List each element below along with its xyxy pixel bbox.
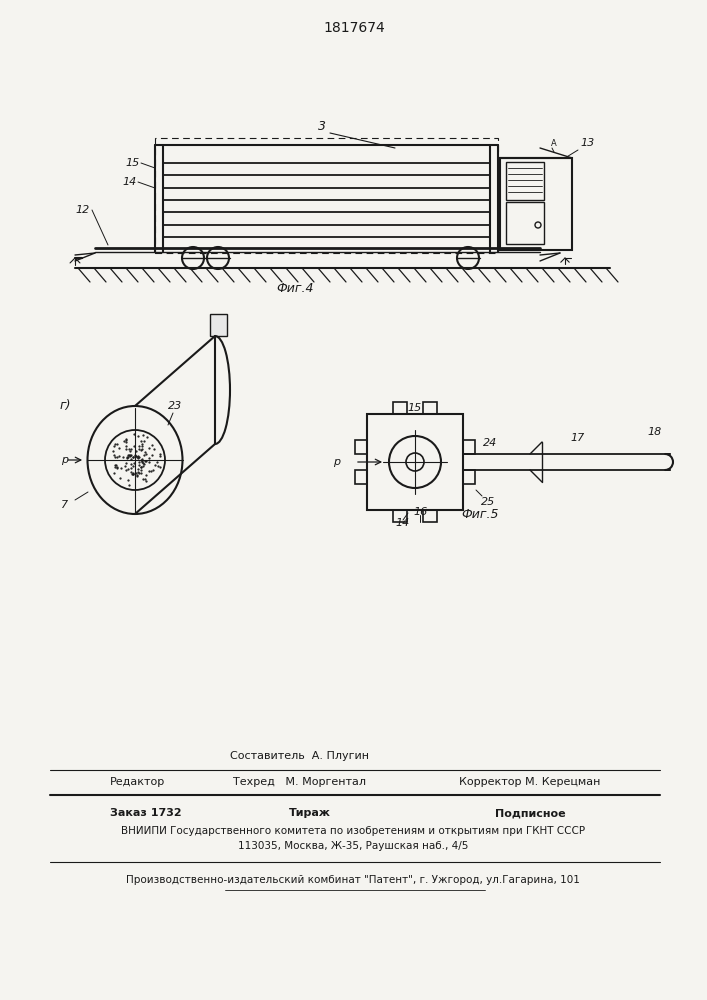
Text: г): г)	[59, 398, 71, 412]
Text: Корректор М. Керецман: Корректор М. Керецман	[460, 777, 601, 787]
Bar	[506, 202, 544, 244]
Text: Фиг.4: Фиг.4	[276, 282, 314, 294]
Bar	[155, 138, 498, 253]
Text: 25: 25	[481, 497, 495, 507]
Polygon shape	[210, 314, 227, 336]
Text: ВНИИПИ Государственного комитета по изобретениям и открытиям при ГКНТ СССР: ВНИИПИ Государственного комитета по изоб…	[121, 826, 585, 836]
Bar	[355, 440, 367, 454]
Text: 14: 14	[395, 518, 409, 528]
Text: 14: 14	[123, 177, 137, 187]
Text: Подписное: Подписное	[495, 808, 566, 818]
Text: 15: 15	[408, 403, 422, 413]
Text: 12: 12	[76, 205, 90, 215]
Text: 1817674: 1817674	[323, 21, 385, 35]
Bar	[393, 510, 407, 522]
Text: 24: 24	[483, 438, 497, 448]
Text: 7: 7	[62, 500, 69, 510]
Bar	[355, 470, 367, 484]
Bar	[367, 414, 463, 510]
Text: Техред   М. Моргентал: Техред М. Моргентал	[233, 777, 366, 787]
Text: Редактор: Редактор	[110, 777, 165, 787]
Text: р: р	[334, 457, 341, 467]
Text: 113035, Москва, Ж-35, Раушская наб., 4/5: 113035, Москва, Ж-35, Раушская наб., 4/5	[238, 841, 468, 851]
Bar	[500, 158, 572, 250]
Text: 13: 13	[580, 138, 595, 148]
Bar	[506, 162, 544, 200]
Text: р: р	[62, 455, 69, 465]
Text: 15: 15	[126, 158, 140, 168]
Text: 3: 3	[318, 119, 326, 132]
Text: Тираж: Тираж	[289, 808, 331, 818]
Text: Фиг.5: Фиг.5	[461, 508, 498, 522]
Bar	[463, 440, 475, 454]
Text: 23: 23	[168, 401, 182, 411]
Text: A: A	[551, 138, 557, 147]
Bar	[423, 510, 437, 522]
Text: Заказ 1732: Заказ 1732	[110, 808, 182, 818]
Text: Производственно-издательский комбинат "Патент", г. Ужгород, ул.Гагарина, 101: Производственно-издательский комбинат "П…	[126, 875, 580, 885]
Text: 16: 16	[413, 507, 427, 517]
Text: 18: 18	[648, 427, 662, 437]
Text: Составитель  А. Плугин: Составитель А. Плугин	[230, 751, 370, 761]
Text: 17: 17	[571, 433, 585, 443]
Bar	[393, 402, 407, 414]
Bar	[463, 470, 475, 484]
Bar	[423, 402, 437, 414]
